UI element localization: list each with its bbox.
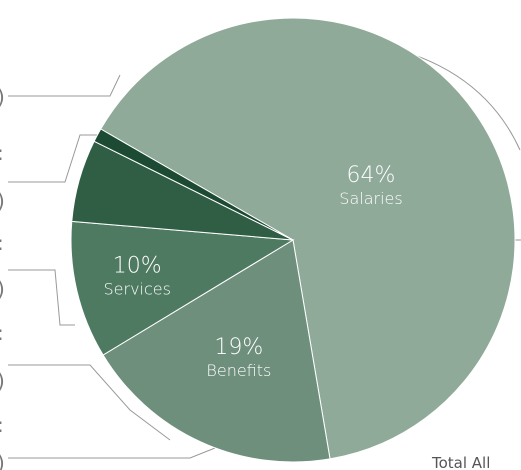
slice-category-label: Salaries	[339, 189, 402, 208]
slice-percent-label: 19%	[214, 335, 263, 360]
left-edge-glyph: :	[0, 321, 4, 345]
pie-slices	[70, 17, 516, 463]
left-edge-glyph: )	[0, 277, 5, 301]
pie-slice-unlabeled-4	[93, 128, 294, 241]
leader-lines	[8, 36, 521, 459]
leader-line-3	[8, 269, 75, 326]
pie-slice-benefits	[102, 239, 331, 463]
slice-labels: 64%Salaries 19%Benefits 10%Services	[103, 163, 402, 380]
left-edge-glyph: )	[0, 189, 5, 213]
left-edge-glyph: )	[0, 451, 5, 470]
left-edge-glyph: :	[0, 413, 4, 437]
slice-category-label: Benefits	[206, 361, 271, 380]
left-edge-glyph: :	[0, 141, 4, 165]
slice-category-label: Services	[103, 280, 170, 299]
pie-slice-services	[70, 220, 295, 356]
slice-percent-label: 64%	[347, 163, 396, 188]
slice-percent-label: 10%	[113, 254, 162, 279]
left-edge-glyph: :	[0, 231, 4, 255]
left-edge-glyphs: ):):):):)	[0, 85, 5, 470]
leader-line-1	[8, 74, 121, 97]
leader-line-4	[8, 364, 171, 441]
leader-line-5	[8, 447, 216, 459]
left-edge-glyph: )	[0, 369, 5, 393]
pie-slice-salaries	[100, 17, 516, 460]
left-edge-glyph: )	[0, 85, 5, 109]
footer-text: Total All	[431, 454, 490, 470]
leader-line-2	[8, 134, 100, 183]
